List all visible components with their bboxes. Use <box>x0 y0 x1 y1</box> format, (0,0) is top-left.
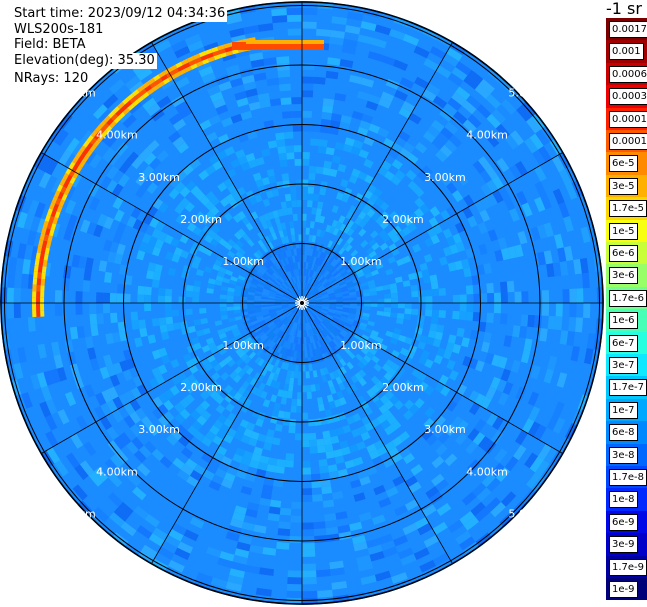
range-ring-labels: 1.00km 1.00km 1.00km 1.00km 2.00km 2.00km 2.00… <box>54 87 550 521</box>
azimuth-spoke <box>301 302 563 454</box>
colorbar-tick-label: 6e-8 <box>609 424 638 442</box>
colorbar-tick-label: 6e-5 <box>609 155 638 173</box>
nrays-label: NRays: 120 <box>12 71 91 87</box>
range-ring-label: 1.00km <box>340 255 382 268</box>
range-ring-label: 1.00km <box>222 339 264 352</box>
colorbar-level: 0.0017 <box>606 18 647 41</box>
radar-center-marker <box>295 296 309 310</box>
colorbar-tick-label: 0.00017 <box>609 110 647 128</box>
range-ring-label: 3.00km <box>138 423 180 436</box>
colorbar-level: 1e-9 <box>606 578 647 601</box>
backscatter-field <box>0 1 604 605</box>
colorbar-level: 1e-7 <box>606 398 647 422</box>
range-ring-label: 5.00km <box>54 87 96 100</box>
colorbar-level: 3e-8 <box>606 443 647 466</box>
instrument-label: WLS200s-181 <box>12 22 106 38</box>
colorbar-level: 6e-6 <box>606 242 647 265</box>
colorbar-tick-label: 1.7e-8 <box>609 469 647 486</box>
colorbar-tick-label: 3e-9 <box>609 536 638 554</box>
colorbar-level: 0.001 <box>606 40 647 63</box>
azimuth-spoke <box>301 42 453 304</box>
azimuth-spoke <box>301 152 563 304</box>
range-ring-label: 5.00km <box>54 507 96 520</box>
range-ring-label: 3.00km <box>138 171 180 184</box>
start-time-label: Start time: 2023/09/12 04:34:36 <box>12 6 228 22</box>
field-label: Field: BETA <box>12 37 88 53</box>
range-ring-label: 2.00km <box>382 381 424 394</box>
colorbar-tick-label: 6e-7 <box>609 334 638 352</box>
colorbar-tick-label: 1e-9 <box>609 581 638 598</box>
colorbar-tick-label: 3e-5 <box>609 177 638 195</box>
range-ring-label: 2.00km <box>382 213 424 226</box>
range-ring-label: 1.00km <box>222 255 264 268</box>
range-ring-label: 3.00km <box>424 171 466 184</box>
range-ring-label: 4.00km <box>466 465 508 478</box>
colorbar-level: 3e-6 <box>606 264 647 287</box>
colorbar-level: 6e-7 <box>606 331 647 354</box>
colorbar-level: 1.7e-9 <box>606 555 647 578</box>
azimuth-spoke <box>151 42 303 304</box>
colorbar-tick-label: 1e-5 <box>609 222 638 240</box>
colorbar-level: 1e-5 <box>606 219 647 242</box>
colorbar-tick-label: 0.001 <box>609 43 644 61</box>
colorbar-tick-label: 1.7e-5 <box>609 200 647 218</box>
colorbar-level: 0.00017 <box>606 107 647 130</box>
colorbar-tick-label: 1.7e-6 <box>609 289 647 307</box>
colorbar-tick-label: 0.0006 <box>609 65 647 83</box>
colorbar-level: 6e-5 <box>606 152 647 175</box>
colorbar-tick-label: 6e-6 <box>609 245 638 262</box>
azimuth-spoke <box>41 152 303 304</box>
colorbar-level: 1e-6 <box>606 309 647 332</box>
colorbar-tick-label: 1e-6 <box>609 312 638 330</box>
colorbar-level: 0.0006 <box>606 62 647 86</box>
colorbar-level: 6e-9 <box>606 510 647 534</box>
range-ring-label: 2.00km <box>180 381 222 394</box>
colorbar: 0.0017 0.001 0.0006 0.0003 0.00017 0.0001 6e-5… <box>606 18 647 606</box>
range-ring-label: 5.00km <box>508 507 550 520</box>
azimuth-spokes <box>1 2 603 604</box>
colorbar-level: 1.7e-8 <box>606 466 647 489</box>
colorbar-level: 3e-9 <box>606 533 647 556</box>
colorbar-level: 6e-8 <box>606 421 647 444</box>
colorbar-tick-label: 3e-8 <box>609 446 638 464</box>
colorbar-tick-label: 1.7e-9 <box>609 558 647 576</box>
colorbar-level: 1.7e-5 <box>606 197 647 220</box>
colorbar-tick-label: 3e-6 <box>609 267 638 285</box>
colorbar-level: 0.0003 <box>606 85 647 108</box>
azimuth-spoke <box>41 302 303 454</box>
elevation-label: Elevation(deg): 35.30 <box>12 53 157 69</box>
colorbar-level: 3e-7 <box>606 354 647 377</box>
colorbar-tick-label: 1.7e-7 <box>609 379 647 397</box>
range-ring-label: 2.00km <box>180 213 222 226</box>
range-ring-label: 4.00km <box>96 129 138 142</box>
range-ring-label: 4.00km <box>466 129 508 142</box>
colorbar-tick-label: 1e-7 <box>609 401 638 419</box>
colorbar-tick-label: 6e-9 <box>609 513 638 531</box>
colorbar-tick-label: 3e-7 <box>609 357 638 374</box>
colorbar-tick-label: 1e-8 <box>609 491 638 509</box>
colorbar-tick-label: 0.0017 <box>609 21 647 38</box>
colorbar-unit-label: -1 sr <box>606 0 642 18</box>
colorbar-level: 1.7e-7 <box>606 376 647 399</box>
colorbar-tick-label: 0.0003 <box>609 88 647 106</box>
colorbar-level: 3e-5 <box>606 174 647 198</box>
colorbar-level: 0.0001 <box>606 130 647 153</box>
range-ring-label: 1.00km <box>340 339 382 352</box>
azimuth-spoke <box>301 302 453 564</box>
range-ring-label: 3.00km <box>424 423 466 436</box>
range-ring-label: 5.00km <box>508 87 550 100</box>
colorbar-level: 1e-8 <box>606 488 647 511</box>
colorbar-tick-label: 0.0001 <box>609 133 647 150</box>
colorbar-level: 1.7e-6 <box>606 286 647 310</box>
azimuth-spoke <box>151 302 303 564</box>
range-ring-label: 4.00km <box>96 465 138 478</box>
